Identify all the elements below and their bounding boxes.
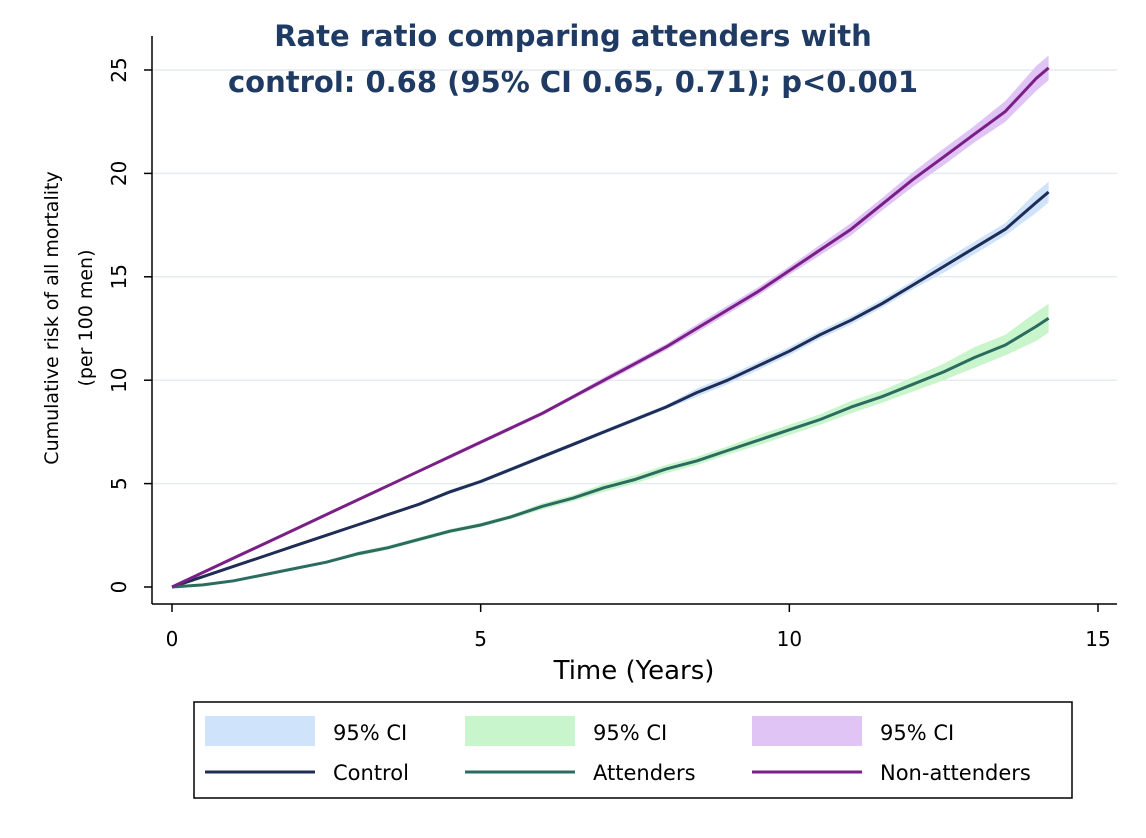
x-axis-label: Time (Years) — [553, 656, 715, 686]
chart-title: Rate ratio comparing attenders with — [274, 19, 872, 53]
y-tick-label: 10 — [107, 367, 131, 392]
legend: 95% CI Control 95% CI Attenders 95% CI Non-at… — [205, 716, 1031, 785]
y-tick-label: 20 — [107, 161, 131, 186]
x-axis-ticks: 0 5 10 15 — [166, 604, 1111, 651]
legend-ci-swatch — [752, 716, 862, 746]
ci-bands — [172, 55, 1049, 587]
legend-ci-swatch — [205, 716, 315, 746]
legend-series-label: Non-attenders — [880, 761, 1031, 785]
x-tick-label: 15 — [1085, 627, 1110, 651]
y-axis-label-units: (per 100 men) — [75, 250, 97, 387]
y-tick-label: 15 — [107, 264, 131, 289]
series-line-attenders — [171, 316, 1050, 589]
y-axis-label: Cumulative risk of all mortality — [41, 171, 63, 464]
x-tick-label: 0 — [166, 627, 179, 651]
gridlines — [152, 69, 1117, 485]
y-tick-label: 25 — [107, 57, 131, 82]
legend-box — [193, 701, 1073, 799]
ci-band-non-attenders — [172, 55, 1049, 587]
series-line-control — [171, 190, 1050, 589]
legend-series-label: Attenders — [593, 761, 696, 785]
series-lines — [171, 66, 1050, 589]
series-line-non-attenders — [171, 66, 1050, 589]
legend-ci-label: 95% CI — [333, 721, 407, 745]
y-tick-label: 5 — [107, 477, 131, 490]
y-axis-ticks: 0 5 10 15 20 25 — [107, 57, 152, 593]
legend-ci-label: 95% CI — [593, 721, 667, 745]
x-tick-label: 10 — [777, 627, 802, 651]
legend-ci-label: 95% CI — [880, 721, 954, 745]
legend-ci-swatch — [465, 716, 575, 746]
x-tick-label: 5 — [474, 627, 487, 651]
legend-series-label: Control — [333, 761, 409, 785]
y-tick-label: 0 — [107, 581, 131, 594]
